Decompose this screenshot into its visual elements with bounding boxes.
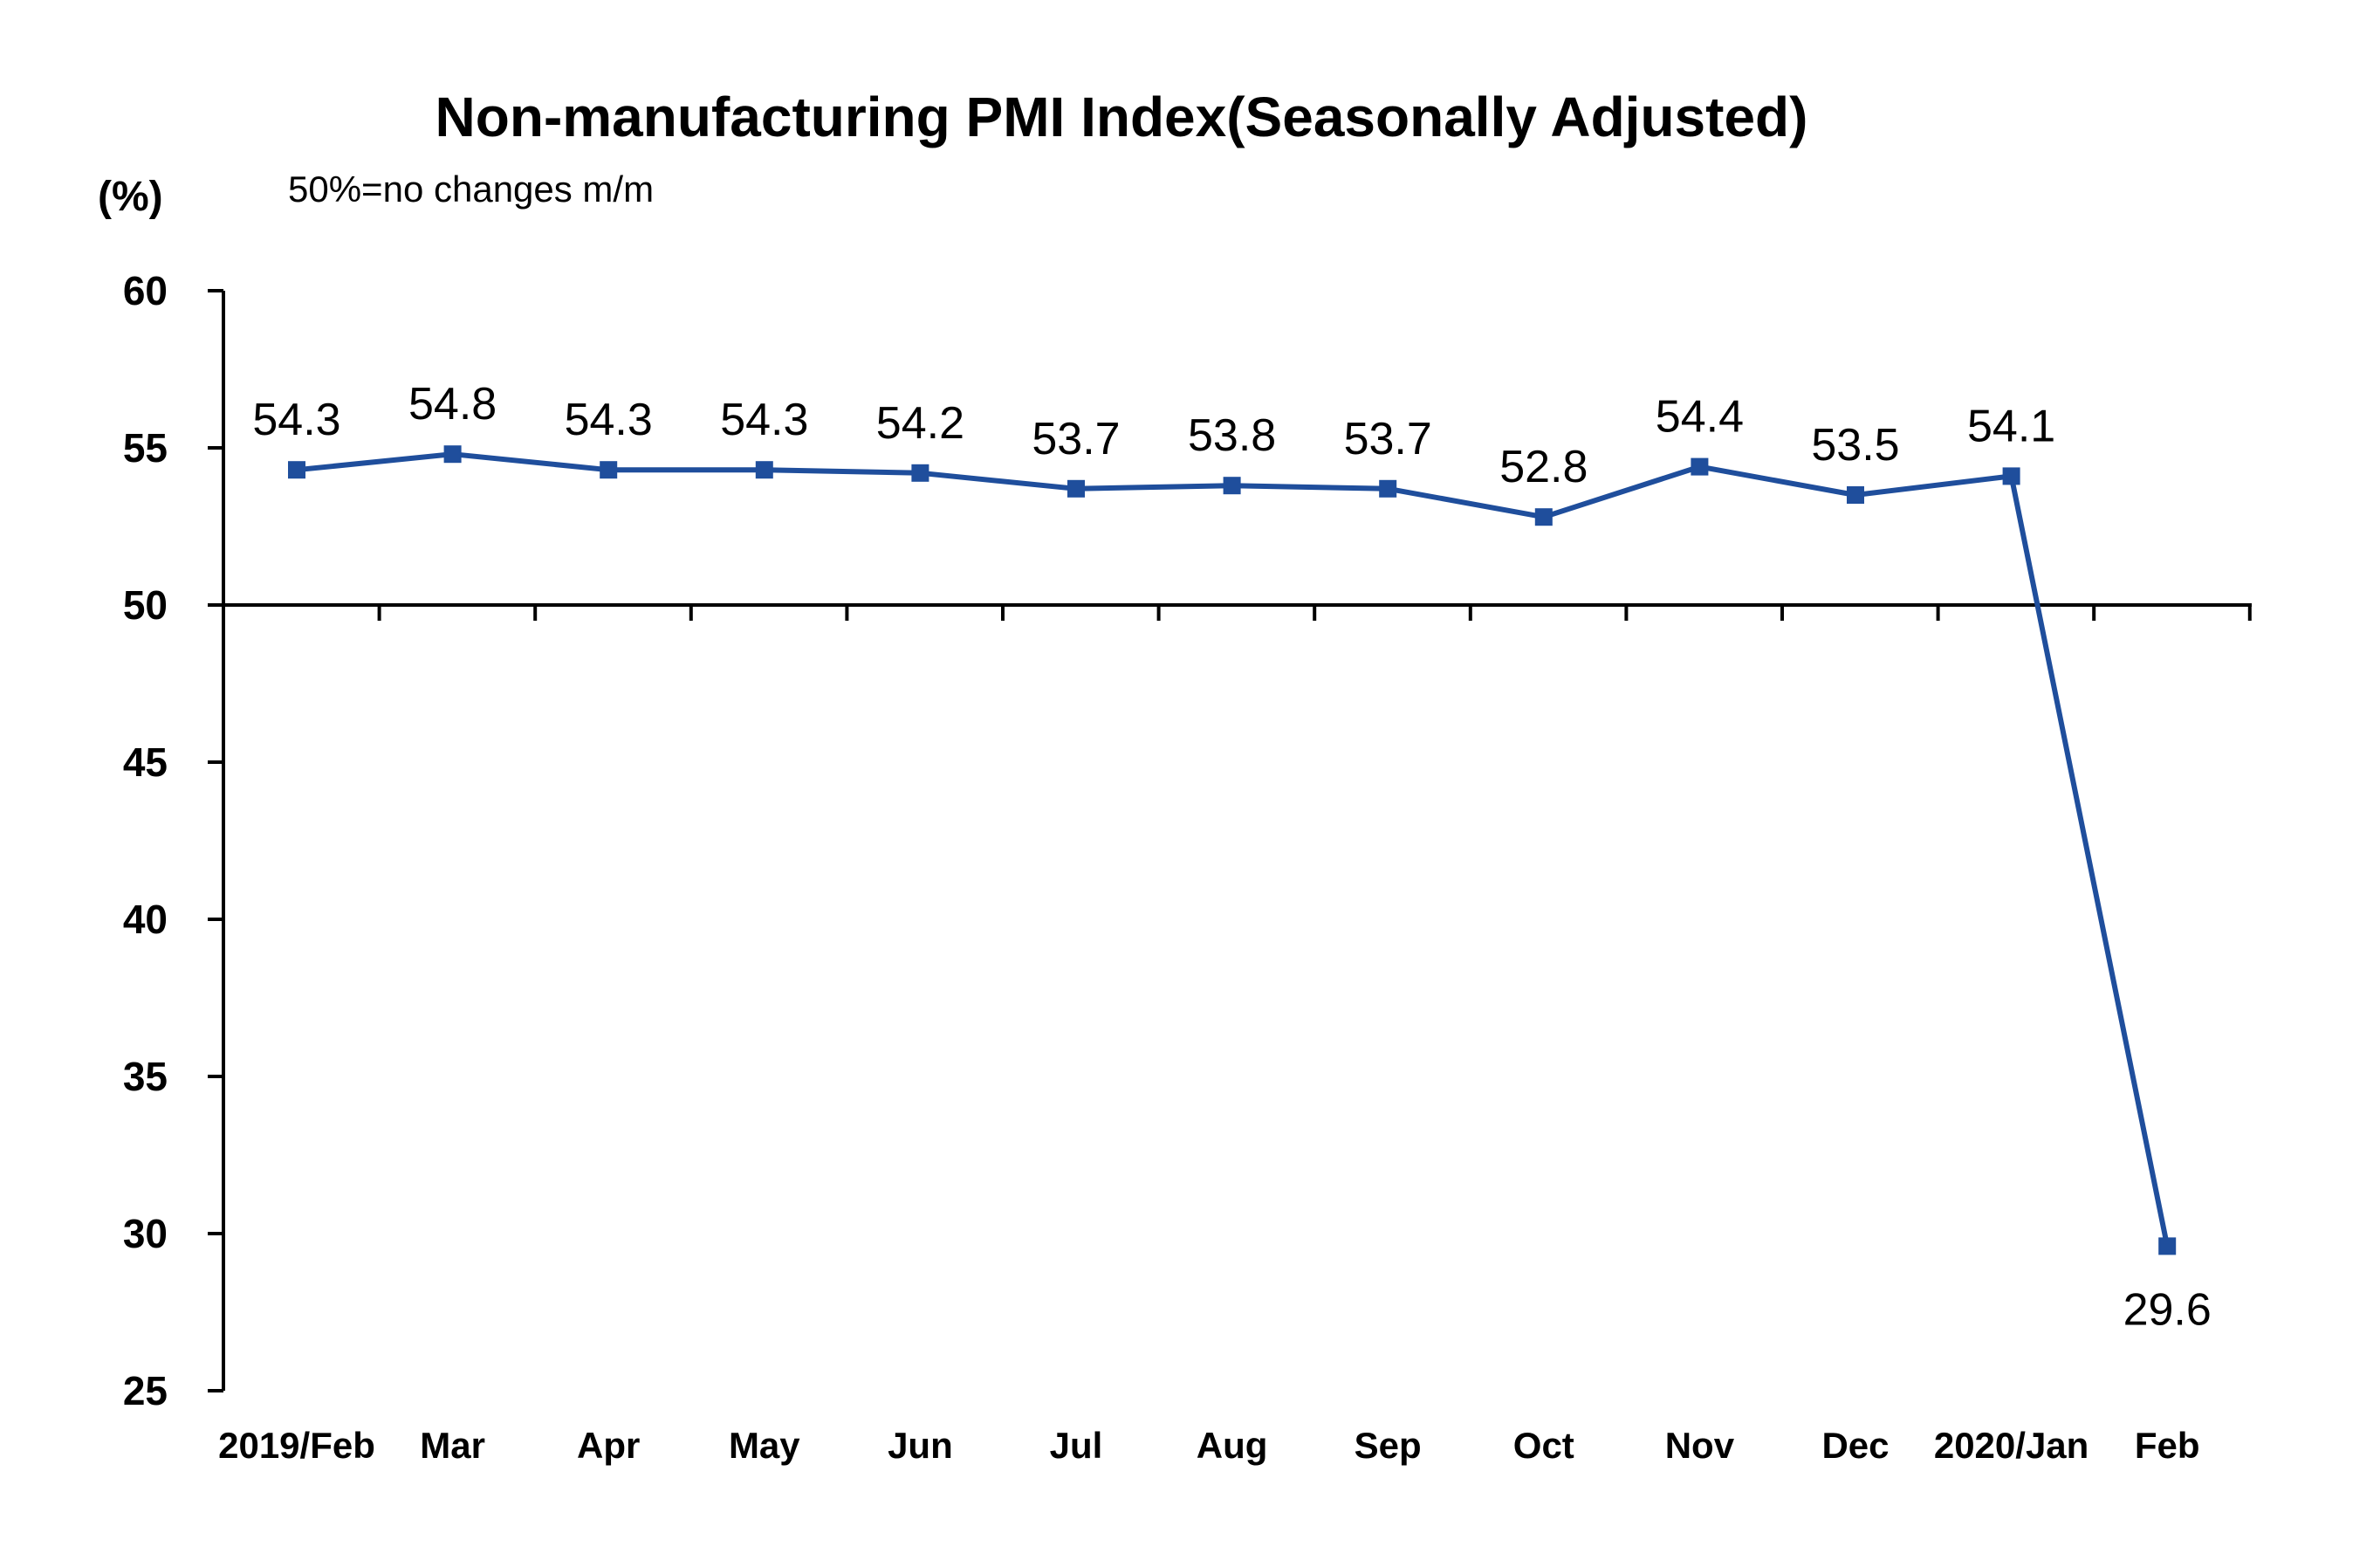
data-point-marker xyxy=(600,461,618,479)
y-axis-unit: (%) xyxy=(98,174,163,220)
data-label: 54.3 xyxy=(720,395,808,445)
y-tick-label: 45 xyxy=(123,739,168,785)
data-point-marker xyxy=(1067,479,1085,498)
y-tick-label: 50 xyxy=(123,582,168,628)
data-label: 53.7 xyxy=(1344,414,1432,464)
data-label: 52.8 xyxy=(1499,442,1588,492)
data-point-marker xyxy=(2002,467,2020,485)
data-label: 54.4 xyxy=(1656,392,1744,443)
data-label: 53.5 xyxy=(1811,420,1899,471)
y-axis: 25 30 35 40 45 50 55 60 xyxy=(123,268,225,1413)
x-axis: 2019/Feb Mar Apr May Jun Jul Aug Sep Oct Nov Dec 20… xyxy=(218,603,2252,1466)
y-tick-label: 25 xyxy=(123,1368,168,1413)
x-tick-label: 2020/Jan xyxy=(1934,1425,2089,1466)
x-tick-label: Apr xyxy=(577,1425,640,1466)
x-tick-label: Jun xyxy=(888,1425,953,1466)
series-line xyxy=(296,451,2171,1247)
series-line-group xyxy=(296,451,2171,1247)
y-tick-label: 30 xyxy=(123,1211,168,1256)
x-tick-label: Nov xyxy=(1665,1425,1735,1466)
data-point-marker xyxy=(1847,486,1864,504)
y-tick-label: 40 xyxy=(123,897,168,942)
x-tick-label: Mar xyxy=(420,1425,485,1466)
data-label: 29.6 xyxy=(2123,1284,2212,1335)
data-point-marker xyxy=(1534,508,1553,526)
data-point-marker xyxy=(2158,1237,2177,1255)
data-point-marker xyxy=(911,464,929,482)
chart-subtitle: 50%=no changes m/m xyxy=(288,168,654,210)
x-tick-label: Oct xyxy=(1513,1425,1574,1466)
data-label: 54.8 xyxy=(408,379,497,430)
data-point-marker xyxy=(1691,457,1709,476)
data-point-marker xyxy=(755,461,773,479)
x-tick-label: May xyxy=(729,1425,800,1466)
y-tick-label: 35 xyxy=(123,1054,168,1099)
x-tick-label: 2019/Feb xyxy=(218,1425,375,1466)
data-label: 54.3 xyxy=(565,395,653,445)
data-label: 53.7 xyxy=(1032,414,1120,464)
data-point-marker xyxy=(1223,477,1241,495)
chart-title: Non-manufacturing PMI Index(Seasonally A… xyxy=(436,86,1808,148)
data-point-marker xyxy=(288,461,305,479)
y-tick-label: 60 xyxy=(123,268,168,313)
data-point-marker xyxy=(1379,479,1397,498)
x-tick-label: Dec xyxy=(1821,1425,1889,1466)
x-tick-label: Sep xyxy=(1355,1425,1422,1466)
data-labels: 54.3 54.8 54.3 54.3 54.2 53.7 53.8 53.7 52.8 54.4… xyxy=(252,379,2211,1335)
data-label: 54.1 xyxy=(1967,401,2055,451)
data-label: 53.8 xyxy=(1188,410,1276,461)
data-label: 54.2 xyxy=(876,398,964,449)
data-label: 54.3 xyxy=(252,395,340,445)
data-point-marker xyxy=(443,445,462,464)
x-tick-label: Feb xyxy=(2135,1425,2200,1466)
x-tick-label: Aug xyxy=(1197,1425,1268,1466)
data-markers xyxy=(288,445,2177,1255)
y-tick-label: 55 xyxy=(123,425,168,471)
x-tick-label: Jul xyxy=(1050,1425,1103,1466)
